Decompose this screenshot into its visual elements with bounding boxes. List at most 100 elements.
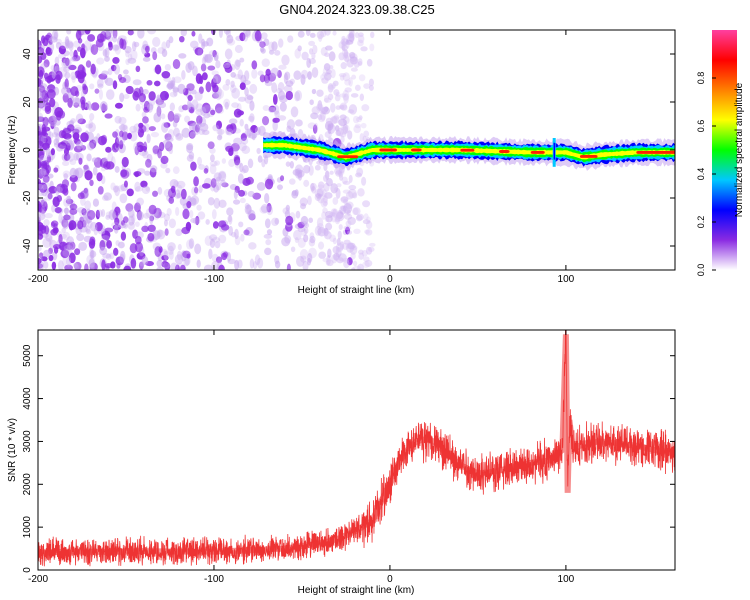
spectrogram-cell (362, 200, 371, 208)
spectrogram-cell (244, 87, 249, 97)
spectrogram-cell (233, 137, 243, 146)
spectrogram-cell (95, 209, 100, 220)
spectrogram-cell (358, 74, 366, 82)
spectrogram-cell (234, 259, 240, 270)
spectrogram-cell (79, 47, 86, 59)
spectrogram-cell (75, 30, 82, 41)
spectrogram-cell (331, 82, 337, 89)
spectrogram-cell (40, 168, 47, 175)
spectrogram-cell (156, 229, 163, 238)
spectrogram-y-axis-label: Frequency (Hz) (7, 116, 18, 185)
colorbar-tick-label: 0.6 (696, 120, 706, 133)
spectrogram-cell (146, 133, 151, 144)
spectrogram-cell (256, 147, 261, 154)
spectrogram-cell (38, 85, 45, 93)
spectrogram-cell (233, 108, 242, 118)
spectrogram-cell (198, 164, 206, 170)
spectrogram-y-ticks: -40 -20 0 20 40 (22, 48, 675, 253)
spectrogram-cell (72, 54, 81, 62)
spectrogram-cell (54, 56, 60, 66)
spectrogram-cell (186, 83, 195, 91)
spectrogram-cell (283, 85, 293, 93)
spectrogram-cell (297, 237, 306, 249)
spectrogram-cell (192, 217, 201, 225)
spectrogram-cell (138, 261, 144, 270)
spectrogram-cell (51, 261, 57, 270)
spectrogram-cell (222, 251, 229, 258)
spectrogram-cell (340, 196, 349, 204)
spectrogram-cell (142, 116, 149, 124)
spectrogram-cell (351, 267, 356, 270)
spectrogram-cell (112, 44, 120, 51)
spectrogram-cell (123, 93, 130, 100)
spectrogram-cell (237, 173, 244, 184)
spectrogram-cell (105, 89, 115, 100)
spectrogram-cell (251, 132, 256, 141)
spectrogram-cell (190, 218, 197, 224)
spectrogram-cell (149, 213, 154, 225)
spectrogram-cell (74, 127, 83, 133)
spectrogram-cell (340, 196, 349, 202)
spectrogram-cell (142, 89, 149, 95)
spectrogram-cell (40, 197, 47, 208)
spectrogram-cell (323, 174, 328, 182)
spectrogram-cell (256, 257, 264, 269)
spectrogram-cell (270, 67, 279, 77)
spectrogram-cell (156, 106, 161, 115)
spectrogram-cell (84, 30, 91, 35)
spectrogram-cell (259, 205, 269, 214)
spectrogram-cell (281, 236, 291, 247)
spectrogram-cell (157, 186, 163, 195)
spectrogram-cell (81, 43, 86, 50)
spectrogram-cell (46, 88, 56, 100)
spectrogram-cell (120, 231, 127, 241)
spectrogram-cell (50, 221, 55, 228)
spectrogram-cell (66, 151, 75, 162)
spectrogram-cell (83, 187, 90, 199)
spectrogram-cell (76, 140, 84, 150)
spectrogram-cell (278, 38, 284, 48)
spectrogram-cell (69, 158, 77, 166)
spectrogram-cell (332, 237, 337, 245)
colorbar-ticks: 0.0 0.2 0.4 0.6 0.8 (696, 72, 716, 276)
spectrogram-cell (328, 64, 334, 70)
spectrogram-cell (212, 75, 219, 83)
spectrogram-cell (314, 122, 319, 134)
spectrogram-cell (348, 30, 355, 39)
spectrogram-cell (277, 70, 282, 79)
spectrogram-cell (300, 203, 307, 210)
spectrogram-cell (293, 229, 302, 241)
spectrogram-cell (197, 211, 206, 220)
spectrogram-cell (285, 161, 291, 167)
spectrogram-cell (286, 125, 292, 133)
spectrogram-cell (89, 179, 94, 187)
spectrogram-cell (87, 142, 95, 151)
spectrogram-cell (42, 237, 52, 248)
spectrogram-cell (154, 64, 162, 75)
spectrogram-cell (81, 208, 87, 216)
snr-x-ticks: -200 -100 0 100 (28, 330, 575, 585)
spectrogram-cell (330, 68, 336, 79)
spectrogram-cell (198, 33, 203, 44)
spectrogram-cell (189, 210, 194, 219)
spectrogram-cell (96, 78, 104, 87)
spectrogram-cell (188, 238, 195, 249)
spectrogram-cell (160, 162, 168, 169)
spectrogram-cell (162, 139, 171, 149)
spectrogram-cell (238, 221, 244, 228)
spectrogram-cell (82, 83, 87, 91)
spectrogram-cell (96, 57, 105, 65)
spectrogram-cell (136, 197, 145, 206)
spectrogram-cell (68, 240, 74, 251)
spectrogram-cell (326, 178, 333, 187)
spectrogram-cell (152, 145, 160, 155)
x-tick-label: 100 (558, 574, 575, 585)
spectrogram-cell (164, 63, 172, 71)
spectrogram-cell (327, 84, 336, 90)
spectrogram-cell (210, 109, 216, 116)
spectrogram-cell (223, 30, 231, 35)
spectrogram-cell (247, 190, 255, 198)
spectrogram-cell (59, 41, 68, 49)
spectrogram-cell (332, 246, 340, 254)
ridge-hotspot (411, 148, 422, 152)
